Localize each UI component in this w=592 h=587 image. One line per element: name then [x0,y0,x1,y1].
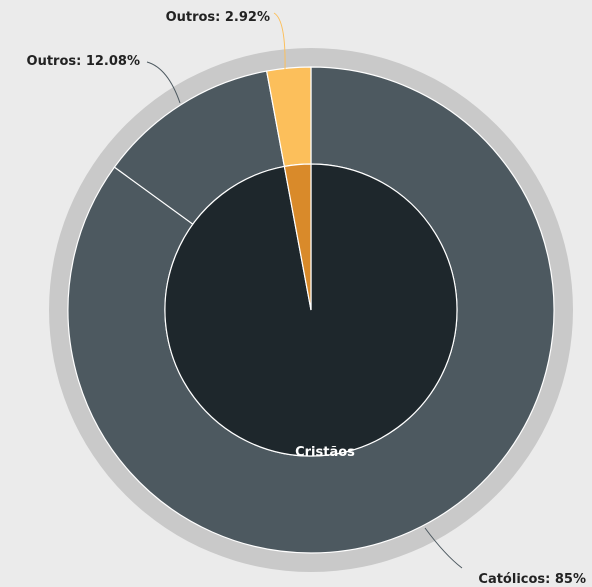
segment-label: Católicos: 85% [478,572,586,587]
leader-line [424,527,463,569]
inner-segment [283,163,312,311]
segment-label: Outros: 12.08% [27,54,140,69]
inner-label: Cristãos [295,445,355,460]
segment-label: Outros: 2.92% [166,10,270,25]
leader-line [273,12,286,71]
leader-line [146,61,181,104]
